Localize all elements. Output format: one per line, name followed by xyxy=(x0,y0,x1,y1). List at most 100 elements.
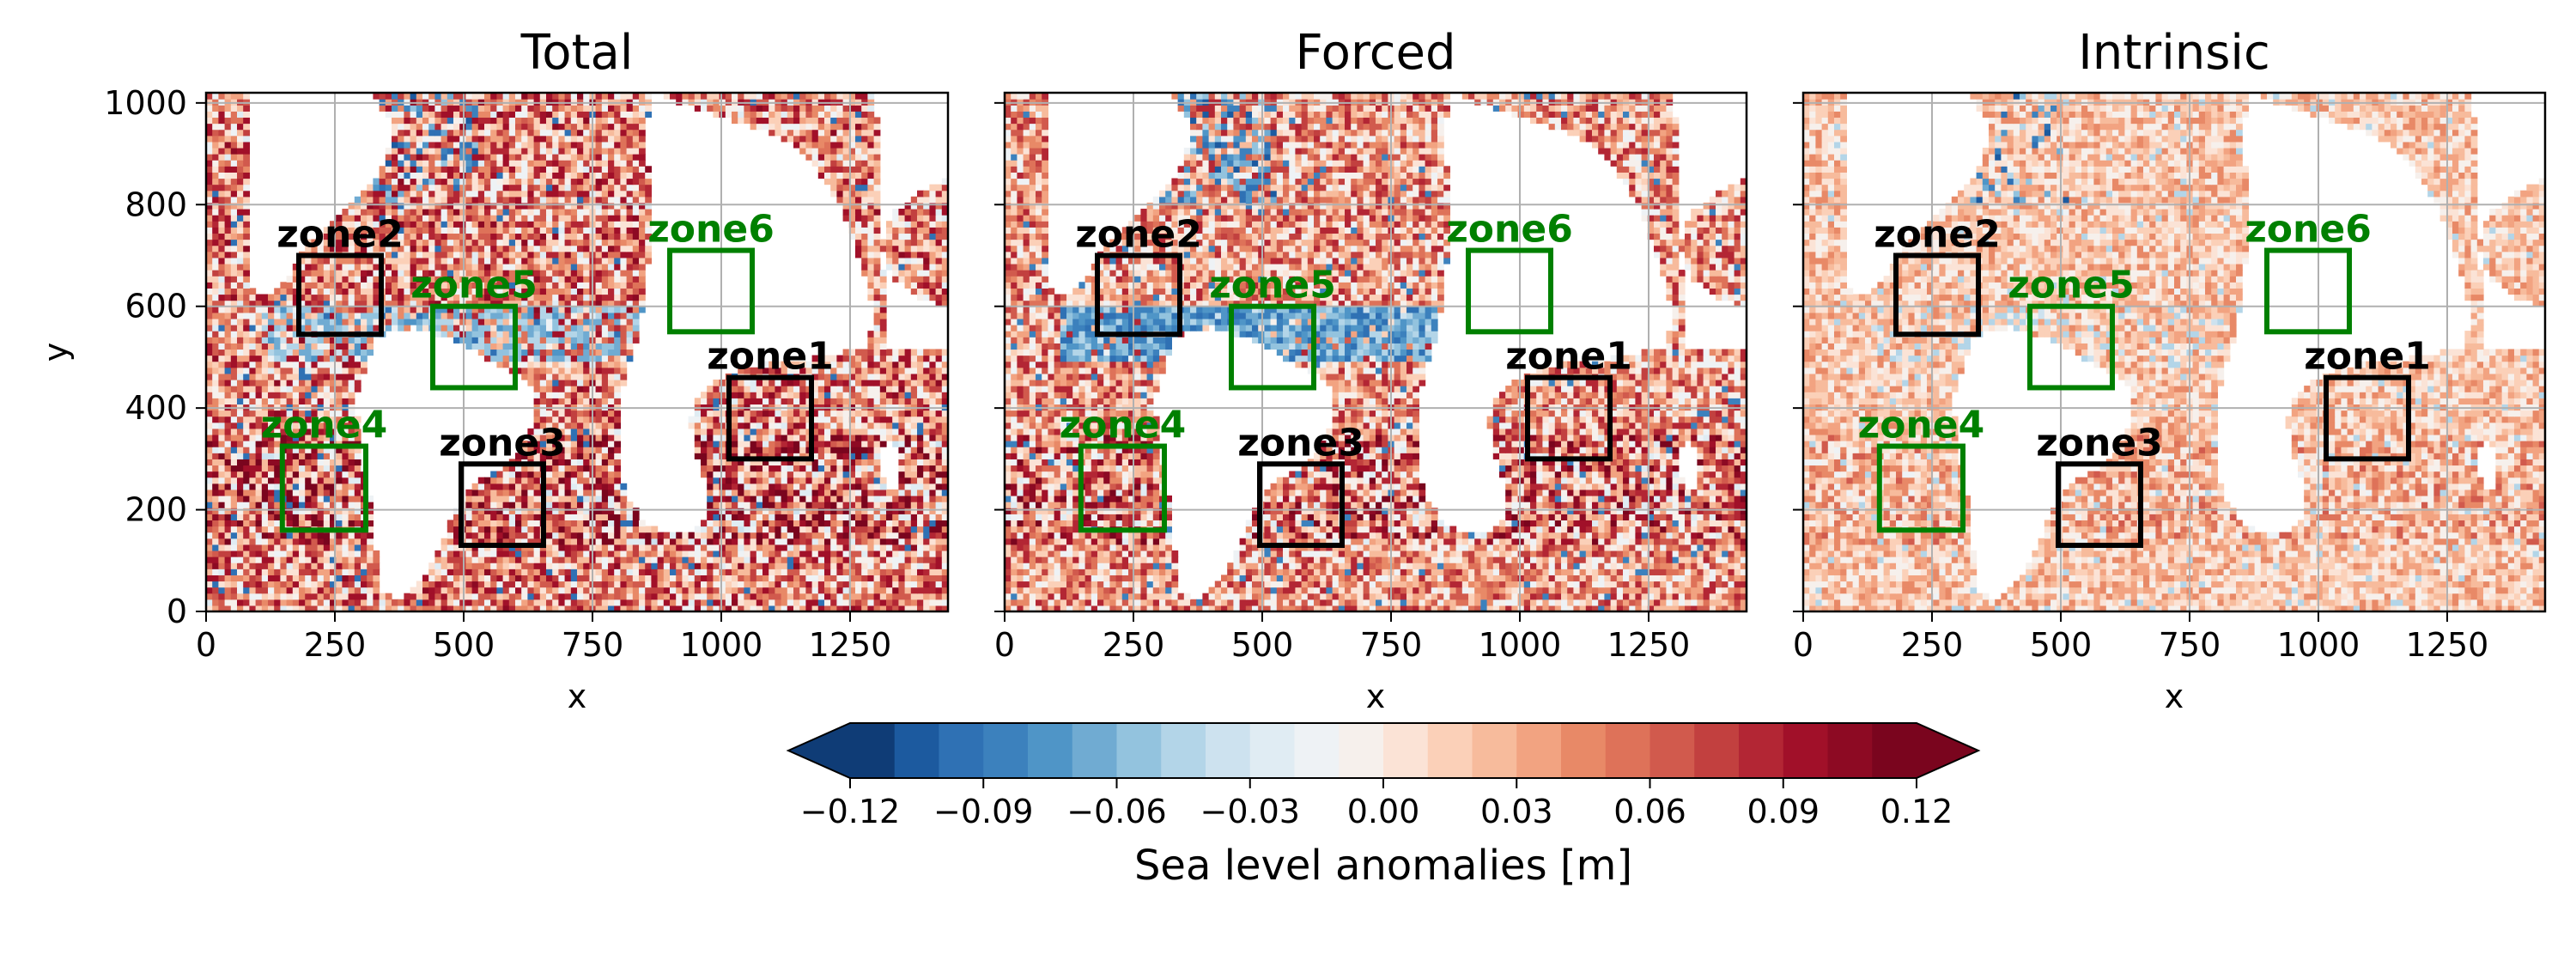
sla-field xyxy=(1005,93,1747,611)
zone6-box: zone6 xyxy=(647,208,775,335)
zone6-box: zone6 xyxy=(1446,208,1573,335)
zone-label: zone4 xyxy=(261,404,388,447)
zone3-box: zone3 xyxy=(1237,421,1364,549)
x-tick-label: 0 xyxy=(994,626,1015,664)
axes-frame xyxy=(1003,91,1748,613)
y-tick-label: 600 xyxy=(125,288,187,325)
zone4-box: zone4 xyxy=(1060,404,1187,533)
panel-title: Intrinsic xyxy=(2078,25,2270,81)
zone2-box: zone2 xyxy=(1874,212,2001,337)
y-axis-label: y xyxy=(37,343,75,362)
zone-rect xyxy=(430,303,518,391)
y-tick-label: 800 xyxy=(125,185,187,223)
x-tick-label: 1000 xyxy=(1479,626,1562,664)
zone-label: zone5 xyxy=(410,264,538,307)
zone-rect xyxy=(2264,247,2352,335)
zone2-box: zone2 xyxy=(1075,212,1202,337)
zone-label: zone6 xyxy=(1446,208,1573,252)
zone-label: zone4 xyxy=(1060,404,1187,447)
y-tick-label: 1000 xyxy=(104,84,187,122)
colorbar-extend-high xyxy=(1917,723,1978,778)
x-tick-label: 750 xyxy=(2159,626,2221,664)
x-axis-label: x xyxy=(568,678,587,715)
zone3-box: zone3 xyxy=(439,421,566,549)
x-tick-label: 1250 xyxy=(809,626,892,664)
zone-label: zone5 xyxy=(2008,264,2135,307)
colorbar-segment xyxy=(894,723,939,778)
colorbar-tick-label: −0.09 xyxy=(933,793,1033,830)
colorbar-segment xyxy=(1028,723,1073,778)
colorbar-tick-label: 0.09 xyxy=(1747,793,1820,830)
colorbar-tick-label: 0.12 xyxy=(1880,793,1953,830)
zone-rect xyxy=(726,374,814,462)
x-tick-label: 0 xyxy=(196,626,216,664)
zone-label: zone6 xyxy=(647,208,775,252)
zone-rect xyxy=(1876,443,1966,533)
colorbar-segment xyxy=(1739,723,1784,778)
zone-label: zone2 xyxy=(276,212,404,256)
colorbar-segment xyxy=(1649,723,1695,778)
x-tick-label: 1250 xyxy=(1607,626,1691,664)
zone5-box: zone5 xyxy=(1209,264,1336,391)
panel-total: zone1 zone2 zone3 zone4 zone5 zone6 0 250 500 750… xyxy=(37,25,950,715)
zone-label: zone6 xyxy=(2245,208,2372,252)
x-tick-label: 1250 xyxy=(2406,626,2489,664)
zone-label: zone4 xyxy=(1858,404,1985,447)
zone5-box: zone5 xyxy=(2008,264,2135,391)
x-tick-label: 750 xyxy=(562,626,624,664)
zone-rect xyxy=(1095,252,1182,337)
zone4-box: zone4 xyxy=(261,404,388,533)
colorbar-segment xyxy=(1249,723,1295,778)
colorbar-segment xyxy=(1383,723,1429,778)
panel-forced: zone1 zone2 zone3 zone4 zone5 zone6 0 250 500 750… xyxy=(994,25,1748,715)
x-axis-label: x xyxy=(1366,678,1386,715)
zone-label: zone2 xyxy=(1874,212,2001,256)
colorbar-label: Sea level anomalies [m] xyxy=(1134,842,1632,890)
colorbar-segment xyxy=(1116,723,1162,778)
colorbar-tick-label: 0.03 xyxy=(1480,793,1553,830)
zone-rect xyxy=(1466,247,1553,335)
zone5-box: zone5 xyxy=(410,264,538,391)
x-tick-label: 1000 xyxy=(2277,626,2360,664)
colorbar-segment xyxy=(850,723,896,778)
zone4-box: zone4 xyxy=(1858,404,1985,533)
zone-label: zone5 xyxy=(1209,264,1336,307)
zone-label: zone3 xyxy=(1237,421,1364,465)
colorbar-segment xyxy=(939,723,984,778)
panels: zone1 zone2 zone3 zone4 zone5 zone6 0 250 500 750… xyxy=(37,25,2547,715)
x-tick-label: 250 xyxy=(304,626,367,664)
colorbar-tick-label: 0.06 xyxy=(1613,793,1686,830)
zone-rect xyxy=(1525,374,1613,462)
axes-frame xyxy=(1801,91,2547,613)
colorbar-segment xyxy=(1827,723,1873,778)
zone-label: zone3 xyxy=(2036,421,2163,465)
colorbar-tick-label: 0.00 xyxy=(1347,793,1420,830)
colorbar-segment xyxy=(1561,723,1607,778)
colorbar-segment xyxy=(1516,723,1562,778)
colorbar-segment xyxy=(1161,723,1206,778)
zone-rect xyxy=(2056,461,2143,549)
colorbar-segment xyxy=(1339,723,1384,778)
colorbar-tick-label: −0.12 xyxy=(800,793,900,830)
colorbar-segment xyxy=(1605,723,1650,778)
y-tick-label: 0 xyxy=(167,593,187,630)
x-tick-label: 500 xyxy=(433,626,495,664)
colorbar-tick-label: −0.06 xyxy=(1066,793,1166,830)
x-tick-label: 500 xyxy=(1231,626,1294,664)
colorbar-segment xyxy=(1872,723,1917,778)
zone-label: zone1 xyxy=(1505,335,1632,379)
zone3-box: zone3 xyxy=(2036,421,2163,549)
zone-rect xyxy=(1257,461,1345,549)
zone1-box: zone1 xyxy=(1505,335,1632,462)
zone-rect xyxy=(1078,443,1168,533)
x-tick-label: 500 xyxy=(2030,626,2093,664)
x-tick-label: 0 xyxy=(1793,626,1814,664)
colorbar-extend-low xyxy=(788,723,850,778)
zone-label: zone3 xyxy=(439,421,566,465)
colorbar-segment xyxy=(1694,723,1740,778)
zone-rect xyxy=(279,443,368,533)
zone2-box: zone2 xyxy=(276,212,404,337)
zone-rect xyxy=(2027,303,2115,391)
colorbar-segment xyxy=(1783,723,1828,778)
